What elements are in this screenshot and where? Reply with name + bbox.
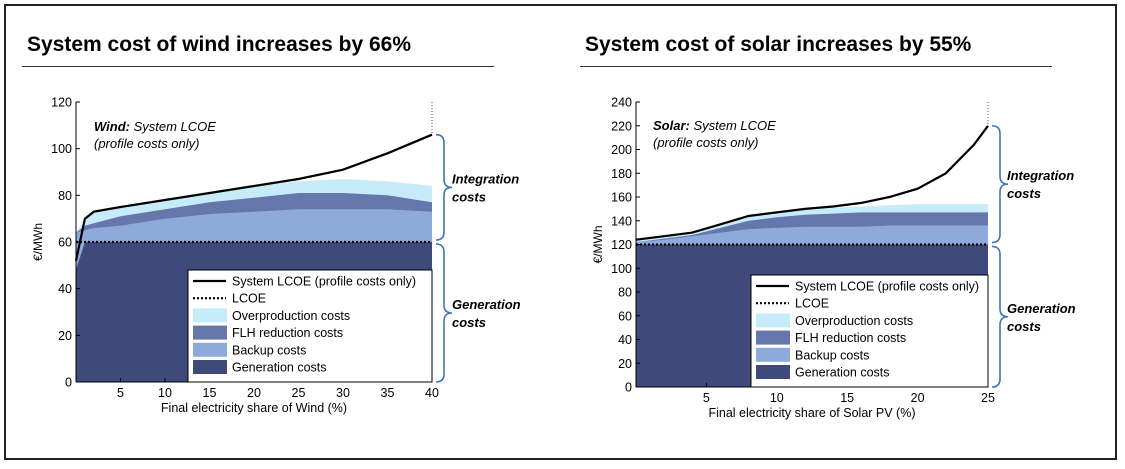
solar-annotation-line2: (profile costs only): [653, 135, 758, 150]
solar-system-lcoe-line: [635, 125, 989, 241]
wind-legend-label: System LCOE (profile costs only): [232, 275, 416, 289]
solar-ytick-label: 60: [618, 309, 632, 323]
wind-panel-title: System cost of wind increases by 66%: [27, 33, 411, 56]
solar-ytick-label: 180: [611, 167, 632, 181]
wind-ytick-label: 60: [58, 236, 72, 250]
solar-ytick-label: 220: [611, 119, 632, 133]
wind-legend-box: [187, 269, 433, 383]
solar-ytick-label: 240: [611, 96, 632, 110]
solar-ytick-label: 80: [618, 286, 632, 300]
solar-legend-label: FLH reduction costs: [795, 331, 906, 345]
wind-xtick-label: 25: [292, 386, 306, 400]
solar-xtick-label: 20: [911, 391, 925, 405]
wind-ytick-label: 120: [51, 96, 72, 110]
solar-annotation-line1: Solar: System LCOE: [653, 118, 776, 133]
wind-legend-label: Generation costs: [232, 361, 327, 375]
solar-ytick-label: 140: [611, 214, 632, 228]
solar-legend-swatch: [756, 313, 790, 328]
wind-legend-label: LCOE: [232, 292, 266, 306]
wind-xtick-label: 40: [425, 386, 439, 400]
solar-legend-label: Backup costs: [795, 348, 869, 362]
wind-y-axis-label: €/MWh: [31, 223, 45, 261]
wind-x-axis-label: Final electricity share of Wind (%): [161, 401, 347, 415]
solar-legend-label: System LCOE (profile costs only): [795, 280, 979, 294]
solar-integration-label-line2: costs: [1007, 186, 1041, 201]
solar-generation-label-line2: costs: [1007, 319, 1041, 334]
solar-x-axis-label: Final electricity share of Solar PV (%): [708, 406, 915, 420]
solar-title-rule: [580, 66, 1052, 67]
solar-panel-title: System cost of solar increases by 55%: [585, 33, 972, 56]
solar-ytick-label: 100: [611, 262, 632, 276]
solar-xtick-label: 25: [981, 391, 995, 405]
wind-legend-label: Overproduction costs: [232, 309, 350, 323]
wind-ytick-label: 80: [58, 189, 72, 203]
solar-ytick-label: 0: [625, 381, 632, 395]
solar-xtick-label: 5: [703, 391, 710, 405]
wind-integration-label-line1: Integration: [452, 171, 519, 186]
wind-xtick-label: 35: [381, 386, 395, 400]
solar-ytick-label: 40: [618, 333, 632, 347]
solar-ytick-label: 120: [611, 238, 632, 252]
wind-ytick-label: 20: [58, 329, 72, 343]
solar-xtick-label: 10: [770, 391, 784, 405]
solar-y-axis-label: €/MWh: [591, 225, 605, 263]
solar-legend-label: Overproduction costs: [795, 314, 913, 328]
solar-ytick-label: 20: [618, 357, 632, 371]
solar-legend-box: [750, 274, 989, 388]
solar-ytick-label: 160: [611, 191, 632, 205]
wind-generation-label-line1: Generation: [452, 297, 521, 312]
wind-annotation-line2: (profile costs only): [94, 136, 199, 151]
solar-ytick-label: 200: [611, 143, 632, 157]
wind-ytick-label: 100: [51, 142, 72, 156]
wind-xtick-label: 15: [203, 386, 217, 400]
wind-integration-label-line2: costs: [452, 189, 486, 204]
wind-integration-brace: [435, 133, 453, 241]
wind-legend-swatch: [193, 342, 227, 357]
solar-legend-swatch: [756, 365, 790, 379]
solar-generation-brace: [991, 245, 1009, 388]
wind-xtick-label: 10: [158, 386, 172, 400]
wind-ytick-label: 40: [58, 282, 72, 296]
wind-legend-label: Backup costs: [232, 343, 306, 357]
solar-legend-label: Generation costs: [795, 366, 890, 380]
wind-xtick-label: 30: [336, 386, 350, 400]
solar-xtick-label: 15: [840, 391, 854, 405]
wind-system-lcoe-line: [74, 133, 433, 261]
solar-legend-swatch: [756, 330, 790, 345]
wind-legend-label: FLH reduction costs: [232, 326, 343, 340]
wind-xtick-label: 20: [247, 386, 261, 400]
wind-legend-swatch: [193, 325, 227, 340]
solar-generation-label-line1: Generation: [1007, 301, 1076, 316]
wind-legend-swatch: [193, 308, 227, 323]
figure-frame: [4, 4, 1117, 460]
wind-annotation-line1: Wind: System LCOE: [94, 119, 216, 134]
solar-integration-brace: [991, 124, 1009, 244]
solar-legend-label: LCOE: [795, 297, 829, 311]
wind-legend-swatch: [193, 360, 227, 374]
wind-title-rule: [22, 66, 494, 67]
wind-ytick-label: 0: [65, 376, 72, 390]
wind-xtick-label: 5: [117, 386, 124, 400]
solar-legend-swatch: [756, 347, 790, 362]
wind-generation-label-line2: costs: [452, 315, 486, 330]
wind-generation-brace: [435, 243, 453, 383]
solar-integration-label-line1: Integration: [1007, 168, 1074, 183]
